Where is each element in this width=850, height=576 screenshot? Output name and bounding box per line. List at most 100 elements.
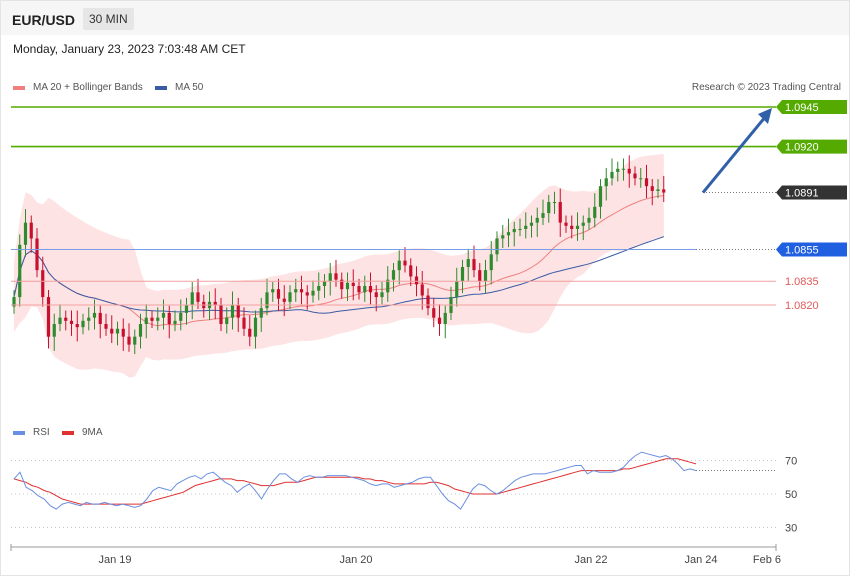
candle-body — [483, 270, 488, 282]
candle — [334, 259, 338, 287]
level-pivot: 1.0855 — [11, 242, 847, 257]
candle — [650, 179, 654, 206]
arrow-shaft — [701, 115, 768, 194]
bollinger-band — [14, 154, 664, 378]
candle-body — [374, 292, 378, 298]
candle — [581, 215, 585, 241]
candle — [541, 199, 545, 226]
candle-body — [639, 178, 643, 180]
candle-body — [64, 317, 68, 321]
candle-body — [610, 171, 614, 179]
candle — [455, 267, 459, 307]
candle — [340, 272, 344, 299]
candle — [271, 282, 275, 302]
candle-body — [380, 292, 384, 298]
candle — [196, 278, 200, 309]
candle — [294, 278, 298, 302]
candle-body — [472, 259, 476, 271]
level-label: 1.0820 — [785, 300, 819, 312]
candle-body — [662, 189, 666, 193]
candle-body — [570, 225, 574, 229]
candle-body — [184, 305, 189, 313]
timeframe-badge[interactable]: 30 MIN — [83, 8, 134, 30]
candle — [29, 215, 33, 253]
candle — [357, 278, 361, 300]
candle-body — [581, 222, 585, 226]
candle — [380, 282, 384, 305]
candle — [547, 194, 551, 223]
candle-body — [644, 178, 649, 187]
candle-body — [460, 266, 465, 282]
candle — [587, 207, 591, 230]
candle-body — [98, 312, 102, 325]
legend-swatch — [13, 86, 25, 90]
candle — [437, 304, 442, 336]
candle — [558, 188, 562, 237]
candle — [621, 158, 626, 181]
candle — [23, 209, 28, 257]
candle — [81, 313, 85, 335]
candle — [104, 313, 108, 336]
candle-body — [46, 297, 51, 337]
candle — [317, 272, 321, 301]
legend-swatch — [13, 431, 25, 435]
time-tick-label: Jan 22 — [574, 554, 607, 566]
candle — [75, 310, 79, 342]
candle-body — [288, 292, 292, 302]
level-target: 1.0920 — [11, 139, 847, 154]
candle — [230, 291, 235, 330]
candle-body — [259, 308, 263, 318]
candle-body — [219, 305, 223, 325]
candle — [58, 304, 62, 332]
candle-body — [512, 228, 516, 233]
legend-label: MA 20 + Bollinger Bands — [33, 82, 143, 93]
candle — [483, 259, 488, 294]
candle-body — [552, 202, 557, 204]
candle — [92, 299, 97, 330]
candle-body — [230, 305, 235, 318]
datetime-label: Monday, January 23, 2023 7:03:48 AM CET — [13, 42, 246, 56]
time-tick-label: Jan 19 — [98, 554, 131, 566]
candle-body — [271, 289, 275, 293]
candle-body — [121, 328, 125, 337]
candle-body — [236, 305, 240, 318]
candle-body — [558, 202, 562, 223]
candle — [282, 285, 286, 317]
candle-body — [12, 297, 16, 307]
candle — [150, 310, 154, 328]
level-tag — [776, 242, 847, 257]
candle — [432, 297, 436, 328]
candle-body — [311, 290, 315, 296]
candle — [161, 299, 166, 330]
candle-body — [564, 222, 568, 226]
candle-body — [621, 168, 626, 170]
candle — [575, 212, 580, 241]
candle-body — [253, 317, 258, 337]
time-tick-label: Jan 24 — [684, 554, 717, 566]
level-label: 1.0835 — [785, 276, 819, 288]
arrow-head — [758, 108, 772, 124]
candle — [156, 307, 160, 331]
candle-body — [29, 222, 33, 239]
candle-body — [535, 217, 539, 223]
candle — [397, 250, 401, 285]
credit-label: Research © 2023 Trading Central — [692, 82, 841, 93]
candle-body — [294, 289, 298, 293]
candle — [524, 212, 528, 239]
candles — [12, 155, 666, 355]
rsi-tick-label: 70 — [785, 456, 797, 468]
candle-body — [18, 244, 22, 298]
legend-swatch — [62, 431, 74, 435]
candle — [644, 164, 649, 199]
candle-body — [518, 228, 522, 230]
candle — [12, 289, 16, 314]
candle-body — [506, 232, 511, 236]
candle-body — [466, 259, 470, 267]
candle — [610, 158, 614, 186]
candle — [236, 297, 240, 332]
candle — [133, 329, 137, 355]
candle — [403, 247, 407, 273]
candle — [299, 275, 304, 305]
candle-body — [656, 189, 660, 191]
